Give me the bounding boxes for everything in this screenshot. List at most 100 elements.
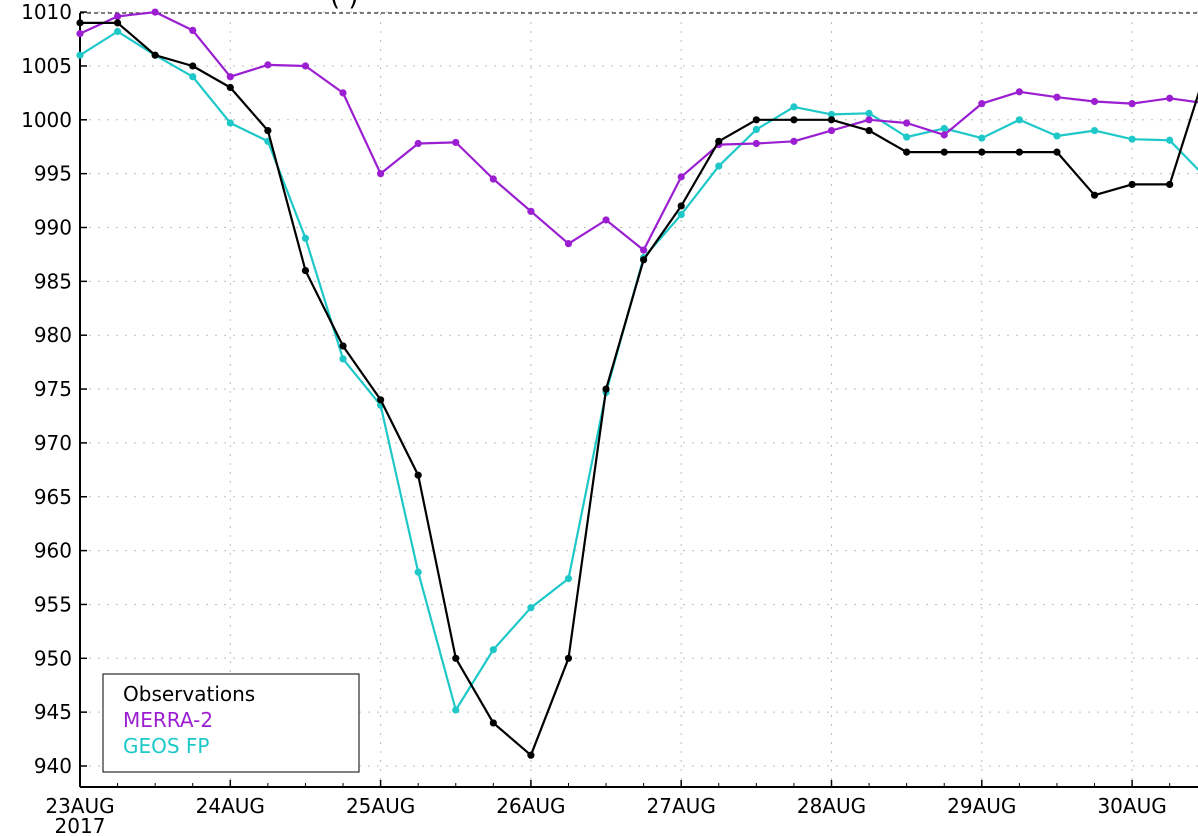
data-point <box>602 216 610 224</box>
series-line-geos-fp <box>79 30 1198 712</box>
data-point <box>189 73 197 81</box>
y-tick-label: 945 <box>34 700 72 724</box>
data-point <box>790 103 798 111</box>
grid-layer <box>79 11 1198 787</box>
legend-entry: MERRA-2 <box>123 708 213 732</box>
x-tick-label: 29AUG <box>947 794 1016 818</box>
data-point <box>903 148 911 156</box>
data-point <box>752 116 760 124</box>
data-point <box>339 89 347 97</box>
legend-box <box>102 673 360 773</box>
data-point <box>677 202 685 210</box>
data-point <box>903 119 911 127</box>
data-point <box>1090 97 1099 106</box>
data-point <box>527 207 535 215</box>
x-tick-label: 27AUG <box>647 794 716 818</box>
data-point <box>865 116 873 124</box>
data-point <box>790 116 798 124</box>
data-point <box>452 654 460 662</box>
series-layer <box>76 8 1198 759</box>
data-point <box>301 62 310 70</box>
data-point <box>1166 94 1174 102</box>
y-tick-label: 960 <box>34 539 72 563</box>
data-point <box>226 119 234 127</box>
data-point <box>113 19 122 27</box>
data-point <box>715 137 723 145</box>
data-point <box>602 385 610 393</box>
data-point <box>489 719 497 727</box>
y-tick-label: 980 <box>34 323 72 347</box>
data-point <box>414 568 422 576</box>
legend-entry: Observations <box>123 682 255 706</box>
data-point <box>1053 148 1061 156</box>
data-point <box>76 30 84 38</box>
data-point <box>264 61 272 69</box>
data-point <box>564 240 573 248</box>
data-point <box>1128 135 1136 143</box>
data-point <box>1053 132 1061 140</box>
data-point <box>301 266 310 275</box>
y-tick-label: 1000 <box>21 108 72 132</box>
data-point <box>377 396 385 404</box>
y-tick-label: 1005 <box>21 54 72 78</box>
data-point <box>452 706 460 714</box>
y-tick-label: 975 <box>34 377 72 401</box>
y-tick-label: 985 <box>34 269 72 293</box>
data-point <box>113 27 122 36</box>
data-point <box>489 646 497 654</box>
data-point <box>452 138 460 147</box>
data-point <box>1053 93 1061 101</box>
data-point <box>677 173 685 181</box>
x-tick-label: 23AUG <box>45 794 114 818</box>
y-tick-label: 990 <box>34 216 72 240</box>
legend-entry: GEOS FP <box>123 734 210 758</box>
data-point <box>827 110 836 119</box>
data-point <box>151 8 159 16</box>
data-point <box>940 124 948 133</box>
data-point <box>715 162 723 170</box>
x-tick-label: 24AUG <box>196 794 265 818</box>
data-point <box>527 751 535 759</box>
x-year-label: 2017 <box>55 814 106 836</box>
data-point <box>76 51 84 59</box>
data-point <box>113 12 122 21</box>
data-point <box>339 342 347 350</box>
data-point <box>827 126 836 135</box>
data-point <box>564 654 573 662</box>
data-point <box>940 131 948 139</box>
data-point <box>752 125 760 134</box>
data-point <box>226 73 234 81</box>
data-point <box>1090 191 1099 199</box>
data-point <box>978 134 986 142</box>
data-point <box>940 148 948 156</box>
data-point <box>1128 180 1136 189</box>
data-point <box>489 175 497 183</box>
data-point <box>151 51 159 59</box>
data-point <box>527 604 535 612</box>
data-point <box>865 126 873 135</box>
y-tick-label: 940 <box>34 754 72 778</box>
chart-title-fragment: ( ) <box>330 0 359 12</box>
data-point <box>865 109 873 117</box>
data-point <box>301 234 310 242</box>
data-point <box>640 256 648 264</box>
data-point <box>978 100 986 108</box>
data-point <box>76 19 84 27</box>
data-point <box>752 139 760 148</box>
data-point <box>564 575 573 583</box>
y-tick-label: 1010 <box>21 0 72 24</box>
data-point <box>1015 88 1023 96</box>
data-point <box>226 83 234 92</box>
axis-layer: 940 945 950 955 960 965 970 975 980 985 990 995 1000… <box>21 0 1198 836</box>
data-point <box>414 471 422 479</box>
data-point <box>1128 100 1136 108</box>
x-tick-label: 26AUG <box>496 794 565 818</box>
data-point <box>414 139 422 148</box>
data-point <box>189 26 197 35</box>
data-point <box>1015 116 1023 124</box>
data-point <box>264 126 272 135</box>
data-point <box>790 137 798 145</box>
y-tick-label: 970 <box>34 431 72 455</box>
data-point <box>189 62 197 70</box>
